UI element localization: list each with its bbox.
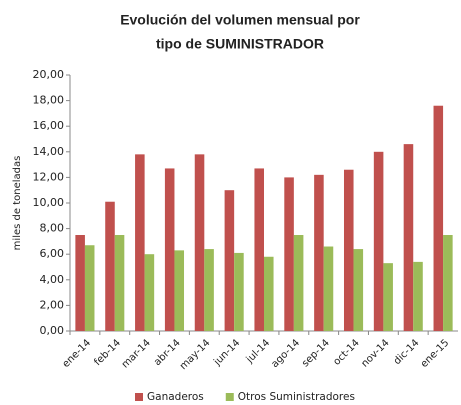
- x-tick-label: jun-14: [211, 337, 242, 368]
- y-tick-label: 0,00: [40, 324, 65, 337]
- bar: [343, 169, 354, 331]
- bar: [174, 250, 185, 331]
- legend-label: Otros Suministradores: [238, 391, 355, 403]
- x-tick-label: feb-14: [92, 337, 123, 368]
- bar: [323, 246, 334, 331]
- bar: [353, 249, 364, 331]
- bar: [293, 235, 304, 331]
- y-axis-label: miles de toneladas: [12, 156, 23, 251]
- bar: [433, 105, 444, 331]
- bar: [264, 256, 274, 331]
- x-tick-label: ago-14: [269, 337, 302, 370]
- bar: [164, 168, 175, 331]
- bar: [234, 252, 244, 331]
- x-tick-label: may-14: [178, 337, 213, 372]
- bar: [413, 261, 423, 331]
- bar: [105, 201, 115, 331]
- bar: [144, 254, 155, 331]
- y-tick-label: 8,00: [40, 222, 65, 235]
- y-tick-label: 16,00: [33, 119, 65, 132]
- y-tick-label: 2,00: [40, 298, 65, 311]
- bar: [194, 154, 205, 331]
- x-tick-label: sep-14: [300, 337, 332, 369]
- bar: [114, 235, 125, 331]
- x-tick-label: mar-14: [120, 337, 153, 370]
- bar: [403, 144, 414, 331]
- bar: [383, 263, 393, 331]
- chart-title: Evolución del volumen mensual por: [120, 12, 360, 28]
- y-tick-label: 20,00: [33, 68, 65, 81]
- bar: [443, 235, 453, 331]
- y-tick-label: 6,00: [40, 247, 65, 260]
- bar: [224, 190, 235, 331]
- x-tick-label: jul-14: [244, 337, 272, 365]
- chart-title: tipo de SUMINISTRADOR: [156, 36, 324, 52]
- x-tick-label: ene-14: [61, 337, 94, 370]
- bar: [135, 154, 145, 331]
- y-tick-label: 12,00: [33, 170, 65, 183]
- bar: [254, 168, 264, 331]
- y-tick-label: 14,00: [33, 145, 65, 158]
- y-tick-label: 10,00: [33, 196, 65, 209]
- y-tick-label: 18,00: [33, 94, 65, 107]
- legend-label: Ganaderos: [147, 391, 204, 403]
- x-tick-label: ene-15: [419, 337, 452, 370]
- legend-swatch: [135, 393, 143, 401]
- bar: [314, 174, 324, 331]
- legend-swatch: [225, 393, 234, 401]
- bar: [75, 235, 85, 331]
- y-tick-label: 4,00: [40, 273, 65, 286]
- x-tick-label: nov-14: [359, 337, 391, 369]
- x-tick-label: oct-14: [331, 337, 361, 367]
- bar: [284, 177, 294, 331]
- x-tick-label: dic-14: [392, 337, 422, 367]
- bar: [84, 245, 95, 331]
- bar: [373, 151, 384, 331]
- bar: [204, 249, 214, 331]
